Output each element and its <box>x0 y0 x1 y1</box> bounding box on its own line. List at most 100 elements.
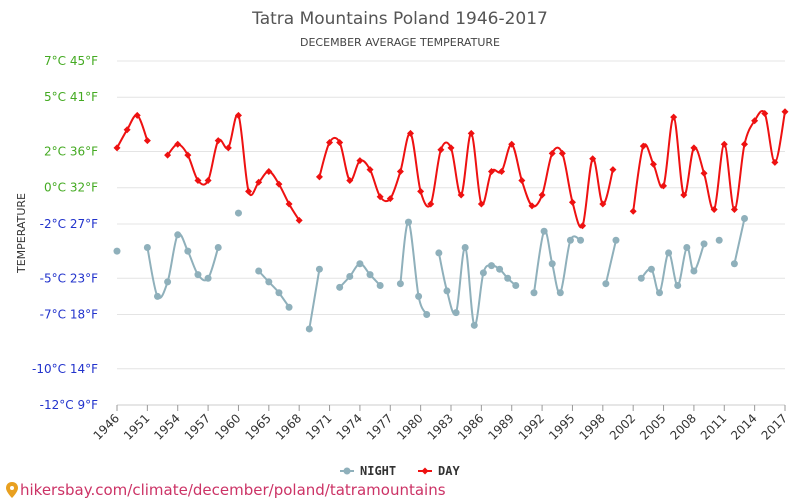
data-point-night[interactable] <box>336 283 344 291</box>
data-point-day[interactable] <box>184 151 192 159</box>
legend[interactable]: NIGHT DAY <box>340 464 460 478</box>
data-point-night[interactable] <box>602 280 610 288</box>
data-point-day[interactable] <box>174 140 182 148</box>
data-point-day[interactable] <box>629 207 637 215</box>
data-point-night[interactable] <box>404 218 412 226</box>
data-point-day[interactable] <box>477 200 485 208</box>
data-point-day[interactable] <box>599 200 607 208</box>
data-point-night[interactable] <box>665 249 673 257</box>
data-point-day[interactable] <box>275 180 283 188</box>
data-point-night[interactable] <box>566 236 574 244</box>
data-point-day[interactable] <box>437 146 445 154</box>
data-point-day[interactable] <box>356 157 364 165</box>
data-point-night[interactable] <box>376 282 384 290</box>
legend-item-day[interactable]: DAY <box>418 464 460 478</box>
data-point-night[interactable] <box>470 321 478 329</box>
data-point-day[interactable] <box>609 166 617 174</box>
data-point-night[interactable] <box>530 289 538 297</box>
data-point-day[interactable] <box>234 111 242 119</box>
data-point-night[interactable] <box>315 265 323 273</box>
data-point-day[interactable] <box>427 200 435 208</box>
data-point-day[interactable] <box>285 200 293 208</box>
data-point-day[interactable] <box>336 138 344 146</box>
data-point-night[interactable] <box>204 274 212 282</box>
data-point-night[interactable] <box>305 325 313 333</box>
data-point-night[interactable] <box>452 309 460 317</box>
data-point-day[interactable] <box>700 169 708 177</box>
data-point-day[interactable] <box>467 129 475 137</box>
data-point-day[interactable] <box>143 137 151 145</box>
data-point-day[interactable] <box>781 108 789 116</box>
data-point-day[interactable] <box>528 202 536 210</box>
data-point-day[interactable] <box>771 158 779 166</box>
data-point-night[interactable] <box>275 289 283 297</box>
data-point-day[interactable] <box>690 144 698 152</box>
data-point-night[interactable] <box>637 274 645 282</box>
data-point-day[interactable] <box>548 149 556 157</box>
data-point-night[interactable] <box>674 282 682 290</box>
data-point-night[interactable] <box>285 303 293 311</box>
data-point-day[interactable] <box>315 173 323 181</box>
data-point-night[interactable] <box>366 271 374 279</box>
data-point-night[interactable] <box>741 215 749 223</box>
data-point-day[interactable] <box>670 113 678 121</box>
data-point-day[interactable] <box>255 178 263 186</box>
data-point-night[interactable] <box>423 310 431 318</box>
data-point-day[interactable] <box>710 205 718 213</box>
data-point-night[interactable] <box>184 247 192 255</box>
data-point-day[interactable] <box>720 140 728 148</box>
data-point-day[interactable] <box>346 176 354 184</box>
data-point-day[interactable] <box>295 216 303 224</box>
data-point-day[interactable] <box>680 191 688 199</box>
data-point-day[interactable] <box>498 167 506 175</box>
data-point-night[interactable] <box>113 247 121 255</box>
data-point-day[interactable] <box>366 166 374 174</box>
data-point-night[interactable] <box>164 278 172 286</box>
data-point-night[interactable] <box>356 260 364 268</box>
data-point-day[interactable] <box>194 176 202 184</box>
data-point-night[interactable] <box>577 236 585 244</box>
watermark-url[interactable]: hikersbay.com/climate/december/poland/ta… <box>20 481 446 499</box>
data-point-night[interactable] <box>396 280 404 288</box>
data-point-day[interactable] <box>660 182 668 190</box>
data-point-night[interactable] <box>655 289 663 297</box>
data-point-night[interactable] <box>153 292 161 300</box>
data-point-night[interactable] <box>346 272 354 280</box>
data-point-day[interactable] <box>538 191 546 199</box>
data-point-night[interactable] <box>143 243 151 251</box>
data-point-night[interactable] <box>214 243 222 251</box>
data-point-night[interactable] <box>556 289 564 297</box>
data-point-night[interactable] <box>415 292 423 300</box>
data-point-day[interactable] <box>224 144 232 152</box>
data-point-day[interactable] <box>113 144 121 152</box>
data-point-day[interactable] <box>761 110 769 118</box>
data-point-night[interactable] <box>512 282 520 290</box>
data-point-night[interactable] <box>683 243 691 251</box>
data-point-day[interactable] <box>730 205 738 213</box>
data-point-night[interactable] <box>194 271 202 279</box>
data-point-night[interactable] <box>715 236 723 244</box>
data-point-day[interactable] <box>579 222 587 230</box>
data-point-night[interactable] <box>487 262 495 270</box>
data-point-day[interactable] <box>741 140 749 148</box>
data-point-day[interactable] <box>487 167 495 175</box>
data-point-night[interactable] <box>504 274 512 282</box>
data-point-day[interactable] <box>214 137 222 145</box>
data-point-day[interactable] <box>376 193 384 201</box>
legend-item-night[interactable]: NIGHT <box>340 464 396 478</box>
data-point-night[interactable] <box>255 267 263 275</box>
data-point-day[interactable] <box>407 129 415 137</box>
data-point-night[interactable] <box>647 265 655 273</box>
data-point-day[interactable] <box>326 138 334 146</box>
data-point-day[interactable] <box>386 195 394 203</box>
data-point-night[interactable] <box>496 265 504 273</box>
data-point-day[interactable] <box>123 126 131 134</box>
data-point-day[interactable] <box>133 111 141 119</box>
data-point-day[interactable] <box>265 167 273 175</box>
data-point-night[interactable] <box>479 269 487 277</box>
data-point-day[interactable] <box>639 142 647 150</box>
data-point-day[interactable] <box>649 160 657 168</box>
data-point-night[interactable] <box>540 227 548 235</box>
data-point-night[interactable] <box>461 243 469 251</box>
data-point-day[interactable] <box>245 187 253 195</box>
